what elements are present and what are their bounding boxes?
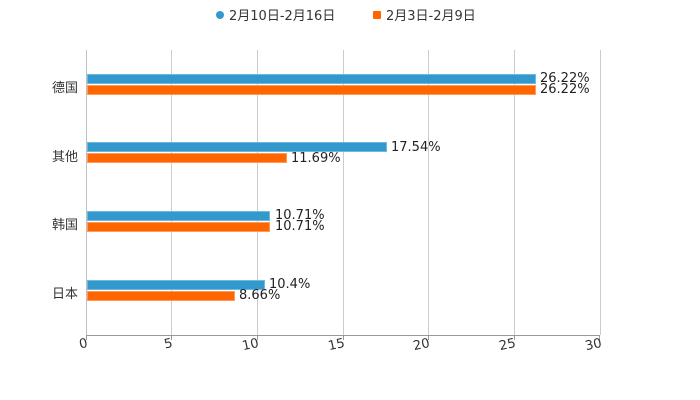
x-tick-label: 10 [240, 336, 261, 355]
x-tick [599, 335, 600, 340]
x-tick-label: 0 [77, 336, 90, 353]
bar-other-series-b[interactable] [87, 153, 287, 163]
value-label: 10.71% [275, 219, 325, 234]
x-tick [514, 335, 515, 340]
y-axis-line [86, 50, 87, 335]
x-tick-label: 5 [162, 336, 175, 353]
bar-germany-series-b[interactable] [87, 85, 536, 95]
gridline-15 [343, 50, 344, 335]
value-label: 10.71% [275, 208, 325, 223]
x-tick-label: 25 [497, 336, 518, 355]
bar-korea-series-a[interactable] [87, 211, 270, 221]
y-category-label: 日本 [51, 287, 78, 302]
x-tick-label: 15 [326, 336, 347, 355]
value-label: 10.4% [269, 277, 311, 292]
x-tick [171, 335, 172, 340]
gridline-20 [428, 50, 429, 335]
x-tick [428, 335, 429, 340]
x-tick [257, 335, 258, 340]
x-tick [86, 335, 87, 340]
value-label: 11.69% [291, 151, 341, 166]
gridline-10 [257, 50, 258, 335]
legend-item-series-b[interactable]: 2月3日-2月9日 [373, 5, 476, 24]
gridline-25 [514, 50, 515, 335]
y-category-label: 德国 [51, 81, 78, 96]
legend-label-series-a: 2月10日-2月16日 [229, 9, 336, 24]
value-label: 26.22% [540, 71, 590, 86]
x-tick-label: 20 [411, 336, 432, 355]
value-label: 8.66% [239, 288, 281, 303]
bar-germany-series-a[interactable] [87, 74, 536, 84]
x-tick [343, 335, 344, 340]
bar-japan-series-b[interactable] [87, 291, 235, 301]
chart-legend: 2月10日-2月16日 2月3日-2月9日 [0, 5, 700, 24]
value-label: 17.54% [391, 140, 441, 155]
gridline-30 [600, 50, 601, 335]
x-tick-label: 30 [583, 336, 604, 355]
legend-item-series-a[interactable]: 2月10日-2月16日 [216, 5, 335, 24]
bar-japan-series-a[interactable] [87, 280, 265, 290]
y-category-label: 其他 [51, 150, 78, 165]
value-label: 26.22% [540, 82, 590, 97]
y-category-label: 韩国 [51, 218, 78, 233]
bar-korea-series-b[interactable] [87, 222, 270, 232]
bar-other-series-a[interactable] [87, 142, 387, 152]
legend-marker-blue-icon [216, 10, 224, 19]
legend-label-series-b: 2月3日-2月9日 [386, 9, 476, 24]
gridline-5 [171, 50, 172, 335]
legend-marker-orange-icon [373, 10, 381, 19]
